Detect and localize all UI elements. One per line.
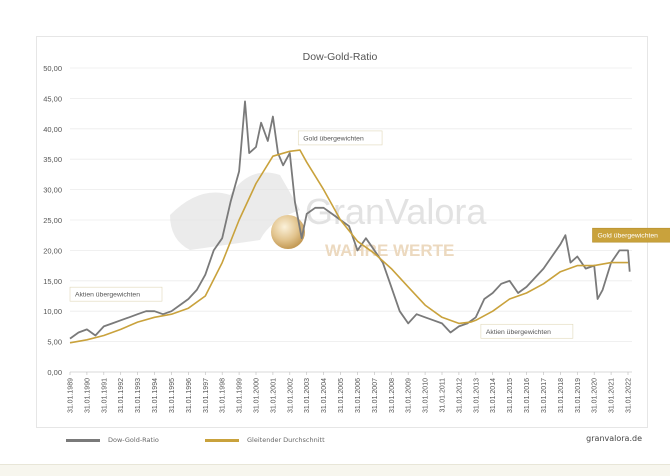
x-tick-label: 31.01.1997 [203,378,210,413]
legend-label: Gleitender Durchschnitt [247,436,325,444]
footer-bar [0,464,670,476]
x-tick-label: 31.01.1999 [237,378,244,413]
y-tick-label: 45,00 [43,94,62,103]
chart-card [36,36,648,428]
annotation-label: Gold übergewichten [597,233,658,240]
x-tick-label: 31.01.2011 [440,378,447,413]
watermark-brand: GranValora [305,191,487,232]
x-tick-label: 31.01.2001 [270,378,277,413]
x-tick-label: 31.01.2020 [592,378,599,413]
y-tick-label: 40,00 [43,125,62,134]
x-tick-label: 31.01.2007 [372,378,379,413]
y-tick-label: 0,00 [47,368,62,377]
x-tick-label: 31.01.1989 [68,378,75,413]
x-tick-label: 31.01.2010 [423,378,430,413]
x-tick-label: 31.01.1995 [169,378,176,413]
x-tick-label: 31.01.2015 [507,378,514,413]
y-tick-label: 5,00 [47,338,62,347]
series-moving-average [69,149,628,344]
chart-title: Dow-Gold-Ratio [303,51,378,63]
x-tick-label: 31.01.2021 [609,378,616,413]
legend-label: Dow-Gold-Ratio [108,436,159,444]
x-tick-label: 31.01.2003 [304,378,311,413]
annotation-label: Aktien übergewichten [486,329,551,336]
y-tick-label: 50,00 [43,64,62,73]
x-tick-label: 31.01.2017 [541,378,548,413]
annotation: Aktien übergewichten [69,286,163,302]
annotation: Gold übergewichten [297,130,383,146]
x-tick-label: 31.01.2013 [473,378,480,413]
y-tick-label: 35,00 [43,155,62,164]
legend-item-dow-gold-ratio: Dow-Gold-Ratio [66,436,159,444]
x-tick-label: 31.01.2002 [287,378,294,413]
x-tick-label: 31.01.2005 [338,378,345,413]
annotation-box [297,130,383,146]
y-tick-label: 25,00 [43,216,62,225]
y-tick-label: 20,00 [43,246,62,255]
annotation-box [592,227,670,243]
x-tick-label: 31.01.2014 [490,378,497,413]
gold-ball-icon [271,215,305,249]
x-tick-label: 31.01.1994 [152,378,159,413]
x-tick-label: 31.01.2022 [626,378,633,413]
x-tick-label: 31.01.2004 [321,378,328,413]
x-tick-label: 31.01.2008 [389,378,396,413]
x-tick-label: 31.01.1992 [118,378,125,413]
y-tick-label: 10,00 [43,307,62,316]
y-tick-label: 30,00 [43,186,62,195]
annotation-box [480,323,574,339]
annotation-label: Aktien übergewichten [75,292,140,299]
annotation: Aktien übergewichten [480,323,574,339]
annotation-box [69,286,163,302]
legend-swatch [66,438,100,442]
x-tick-label: 31.01.2012 [456,378,463,413]
x-tick-label: 31.01.1998 [220,378,227,413]
x-tick-label: 31.01.2006 [355,378,362,413]
annotation-label: Gold übergewichten [303,135,364,142]
legend-swatch [205,438,239,442]
x-tick-label: 31.01.2016 [524,378,531,413]
griffin-logo [170,172,300,250]
x-tick-label: 31.01.2000 [254,378,261,413]
watermark-tagline: WAHRE WERTE [325,241,454,260]
series-dow-gold-ratio [69,100,631,340]
legend-item-moving-average: Gleitender Durchschnitt [205,436,325,444]
y-tick-label: 15,00 [43,277,62,286]
x-tick-label: 31.01.1991 [101,378,108,413]
x-tick-label: 31.01.1990 [84,378,91,413]
watermark: GranValora WAHRE WERTE [170,172,487,260]
x-tick-label: 31.01.2009 [406,378,413,413]
x-tick-label: 31.01.2018 [558,378,565,413]
x-tick-label: 31.01.2019 [575,378,582,413]
x-tick-label: 31.01.1996 [186,378,193,413]
x-tick-label: 31.01.1993 [135,378,142,413]
source-credit: granvalora.de [586,434,642,443]
annotation: Gold übergewichten [592,227,670,243]
